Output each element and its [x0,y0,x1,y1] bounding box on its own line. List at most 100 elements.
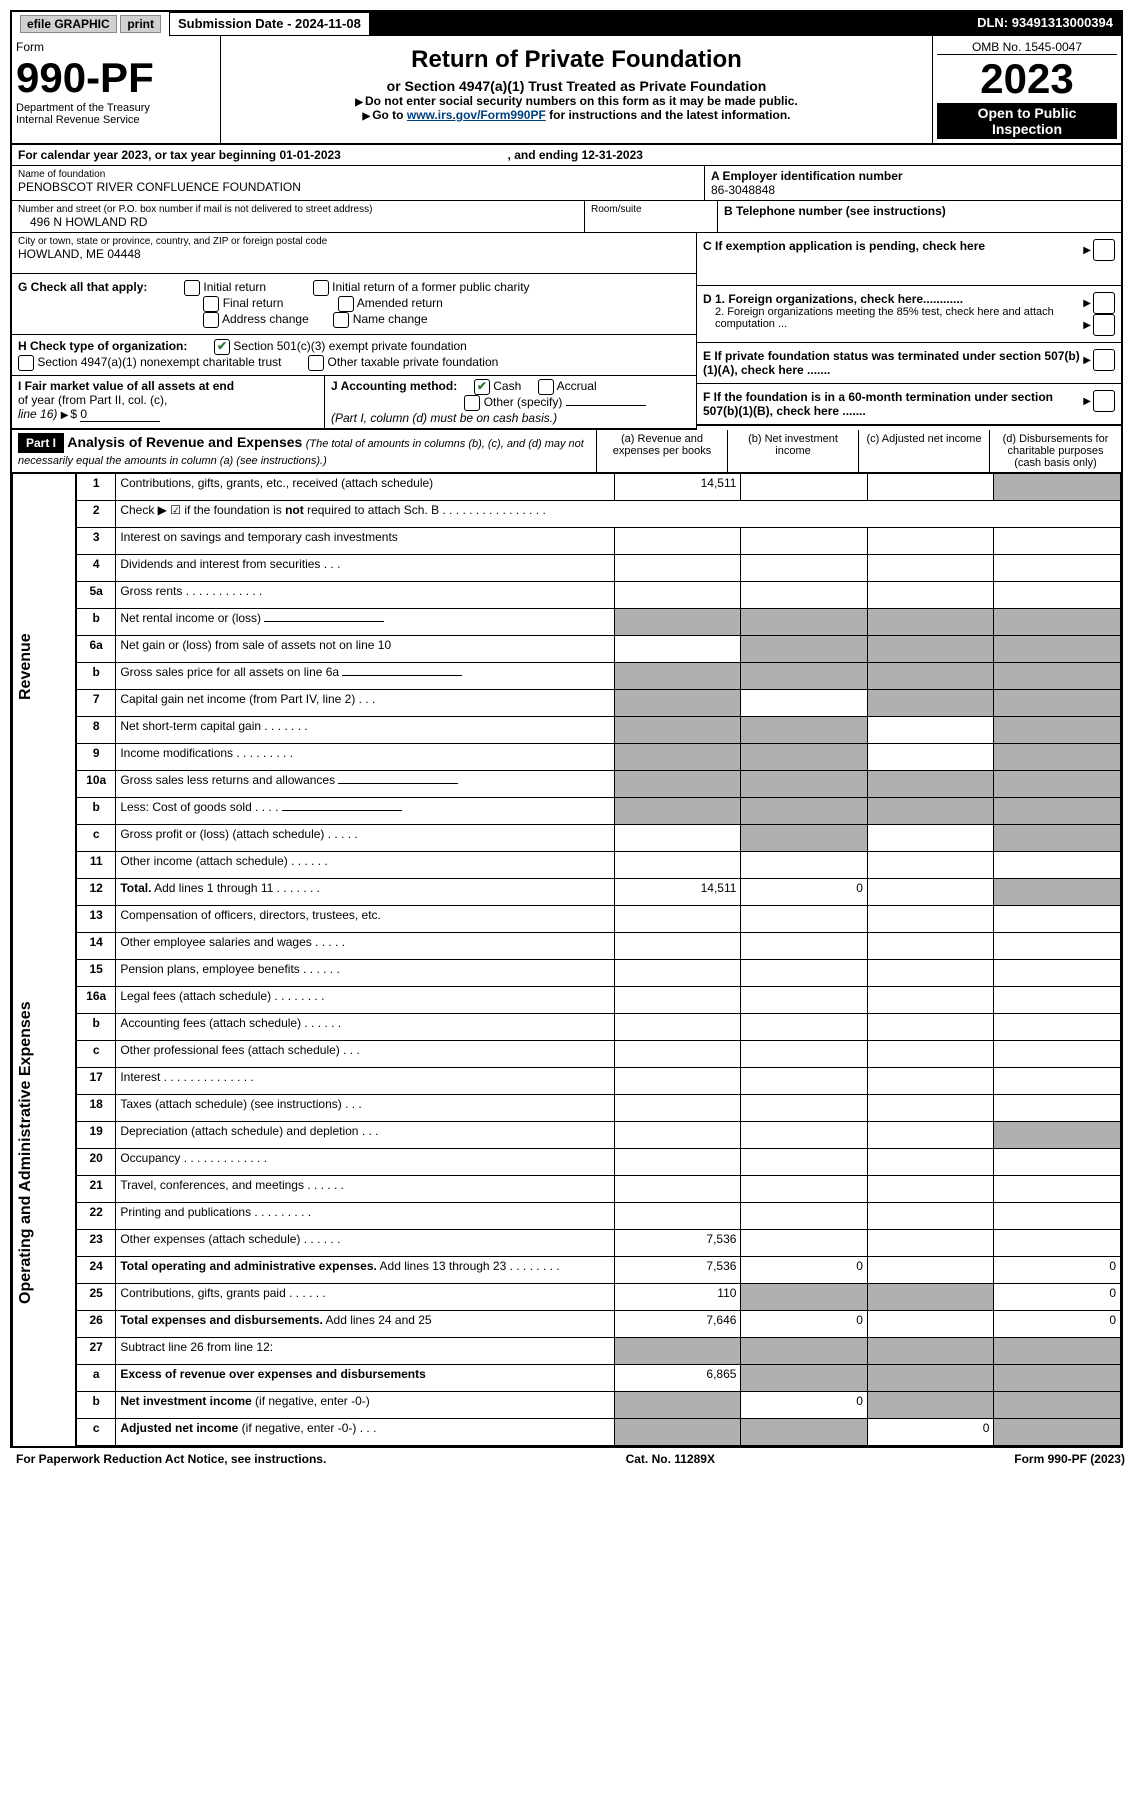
form-number: 990-PF [16,54,216,102]
line-value [614,798,741,825]
revenue-label: Revenue [12,473,75,860]
line-value [741,933,868,960]
line-number: 22 [77,1203,116,1230]
line-value [741,1230,868,1257]
line-value [867,1284,994,1311]
table-row: 12Total. Add lines 1 through 11 . . . . … [77,879,1121,906]
line-value: 0 [867,1419,994,1446]
line-value [614,960,741,987]
line-value [994,906,1121,933]
line-value [867,798,994,825]
line-value [867,1203,994,1230]
checkbox-final-return[interactable] [203,296,219,312]
line-value [614,582,741,609]
section-j: J Accounting method: Cash Accrual Other … [325,376,696,428]
table-row: 14Other employee salaries and wages . . … [77,933,1121,960]
line-value [994,690,1121,717]
line-value [994,1176,1121,1203]
line-value [741,906,868,933]
table-row: 6aNet gain or (loss) from sale of assets… [77,636,1121,663]
line-number: 4 [77,555,116,582]
line-description: Less: Cost of goods sold . . . . [116,798,615,825]
print-button[interactable]: print [120,15,161,33]
line-number: b [77,1392,116,1419]
line-description: Gross sales price for all assets on line… [116,663,615,690]
line-value [614,528,741,555]
line-value [867,636,994,663]
vertical-labels: Revenue Operating and Administrative Exp… [12,473,76,1446]
line-value [867,1176,994,1203]
phone-label: B Telephone number (see instructions) [724,204,1115,218]
header-center: Return of Private Foundation or Section … [221,36,933,143]
line-number: b [77,1014,116,1041]
checkbox-e[interactable] [1093,349,1115,371]
checkbox-amended[interactable] [338,296,354,312]
line-value [994,798,1121,825]
ein-value: 86-3048848 [711,183,1115,197]
checkbox-initial-former[interactable] [313,280,329,296]
line-number: 8 [77,717,116,744]
table-row: 5aGross rents . . . . . . . . . . . . [77,582,1121,609]
analysis-table: Revenue Operating and Administrative Exp… [12,473,1121,1446]
instructions-link[interactable]: www.irs.gov/Form990PF [407,108,546,122]
line-description: Depreciation (attach schedule) and deple… [116,1122,615,1149]
j-other: Other (specify) [484,395,563,409]
line-value: 110 [614,1284,741,1311]
line-value [867,1392,994,1419]
line-value [867,1365,994,1392]
line-number: 14 [77,933,116,960]
line-value [741,1176,868,1203]
checkbox-initial-return[interactable] [184,280,200,296]
checkbox-501c3[interactable] [214,339,230,355]
name-label: Name of foundation [18,169,698,180]
line-value [867,825,994,852]
section-e: E If private foundation status was termi… [703,349,1083,377]
efile-label: efile GRAPHIC [20,15,117,33]
checkbox-name-change[interactable] [333,312,349,328]
line-value [741,717,868,744]
line-number: a [77,1365,116,1392]
checkbox-cash[interactable] [474,379,490,395]
line-value [994,636,1121,663]
table-row: 22Printing and publications . . . . . . … [77,1203,1121,1230]
col-c-header: (c) Adjusted net income [859,430,990,472]
name-cell: Name of foundation PENOBSCOT RIVER CONFL… [12,166,705,200]
line-value [994,1338,1121,1365]
checkbox-c[interactable] [1093,239,1115,261]
line-value: 0 [741,1392,868,1419]
addr-value: 496 N HOWLAND RD [18,215,578,229]
line-value [741,474,868,501]
period-row: For calendar year 2023, or tax year begi… [12,145,1121,166]
line-number: 24 [77,1257,116,1284]
line-value [614,1176,741,1203]
checkbox-4947[interactable] [18,355,34,371]
line-value [614,1122,741,1149]
line-value [867,879,994,906]
checkbox-d2[interactable] [1093,314,1115,336]
checkbox-f[interactable] [1093,390,1115,412]
checkbox-d1[interactable] [1093,292,1115,314]
line-value [994,1041,1121,1068]
line-number: b [77,663,116,690]
checkbox-accrual[interactable] [538,379,554,395]
line-value [994,744,1121,771]
line-number: b [77,798,116,825]
line-number: 16a [77,987,116,1014]
line-value [867,1068,994,1095]
line-value [614,663,741,690]
foundation-name: PENOBSCOT RIVER CONFLUENCE FOUNDATION [18,180,698,194]
line-value [994,1014,1121,1041]
line-description: Pension plans, employee benefits . . . .… [116,960,615,987]
d2-label: 2. Foreign organizations meeting the 85%… [703,306,1083,330]
line-description: Income modifications . . . . . . . . . [116,744,615,771]
line-description: Net rental income or (loss) [116,609,615,636]
checkbox-other-method[interactable] [464,395,480,411]
line-value [614,636,741,663]
line-value [614,609,741,636]
section-d: D 1. Foreign organizations, check here..… [703,292,1083,336]
checkbox-address-change[interactable] [203,312,219,328]
period-begin: 01-01-2023 [279,148,340,162]
checkbox-other-taxable[interactable] [308,355,324,371]
city-cell: City or town, state or province, country… [12,233,696,273]
line-number: 3 [77,528,116,555]
